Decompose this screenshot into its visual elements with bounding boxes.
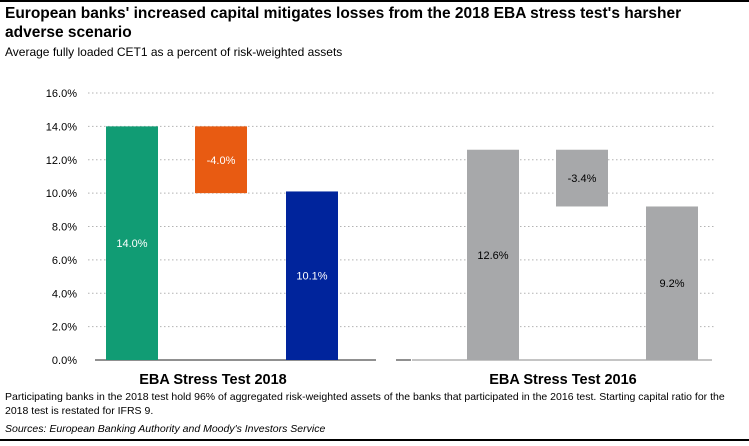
data-label: 14.0% — [116, 238, 147, 250]
bar — [106, 126, 158, 360]
data-label: -4.0% — [207, 155, 236, 167]
bar — [556, 149, 608, 207]
source-note: Sources: European Banking Authority and … — [5, 423, 326, 435]
y-tick-label: 16.0% — [46, 88, 77, 100]
data-label: 10.1% — [296, 271, 327, 283]
chart-title: European banks' increased capital mitiga… — [5, 5, 682, 41]
bar — [646, 206, 698, 360]
waterfall-chart: 0.0% 2.0% 4.0% 6.0% 8.0% 10.0% 12.0% 14.0% 16.0%… — [46, 88, 716, 388]
data-label: -3.4% — [568, 173, 597, 185]
y-tick-label: 14.0% — [46, 121, 77, 133]
data-label: 12.6% — [477, 250, 508, 262]
bottom-rule — [0, 439, 749, 441]
bar — [195, 126, 247, 194]
y-tick-label: 0.0% — [52, 355, 77, 367]
x-group-label: EBA Stress Test 2018 — [139, 372, 287, 388]
y-tick-label: 6.0% — [52, 255, 77, 267]
y-tick-label: 2.0% — [52, 322, 77, 334]
y-tick-label: 4.0% — [52, 288, 77, 300]
bar — [467, 149, 519, 360]
y-tick-label: 8.0% — [52, 222, 77, 234]
chart-subtitle: Average fully loaded CET1 as a percent o… — [5, 45, 343, 59]
top-rule — [0, 0, 749, 2]
y-tick-label: 10.0% — [46, 188, 77, 200]
bar — [286, 191, 338, 360]
footnote: Participating banks in the 2018 test hol… — [5, 391, 725, 417]
data-label: 9.2% — [659, 278, 684, 290]
y-tick-label: 12.0% — [46, 155, 77, 167]
x-group-label: EBA Stress Test 2016 — [489, 372, 637, 388]
